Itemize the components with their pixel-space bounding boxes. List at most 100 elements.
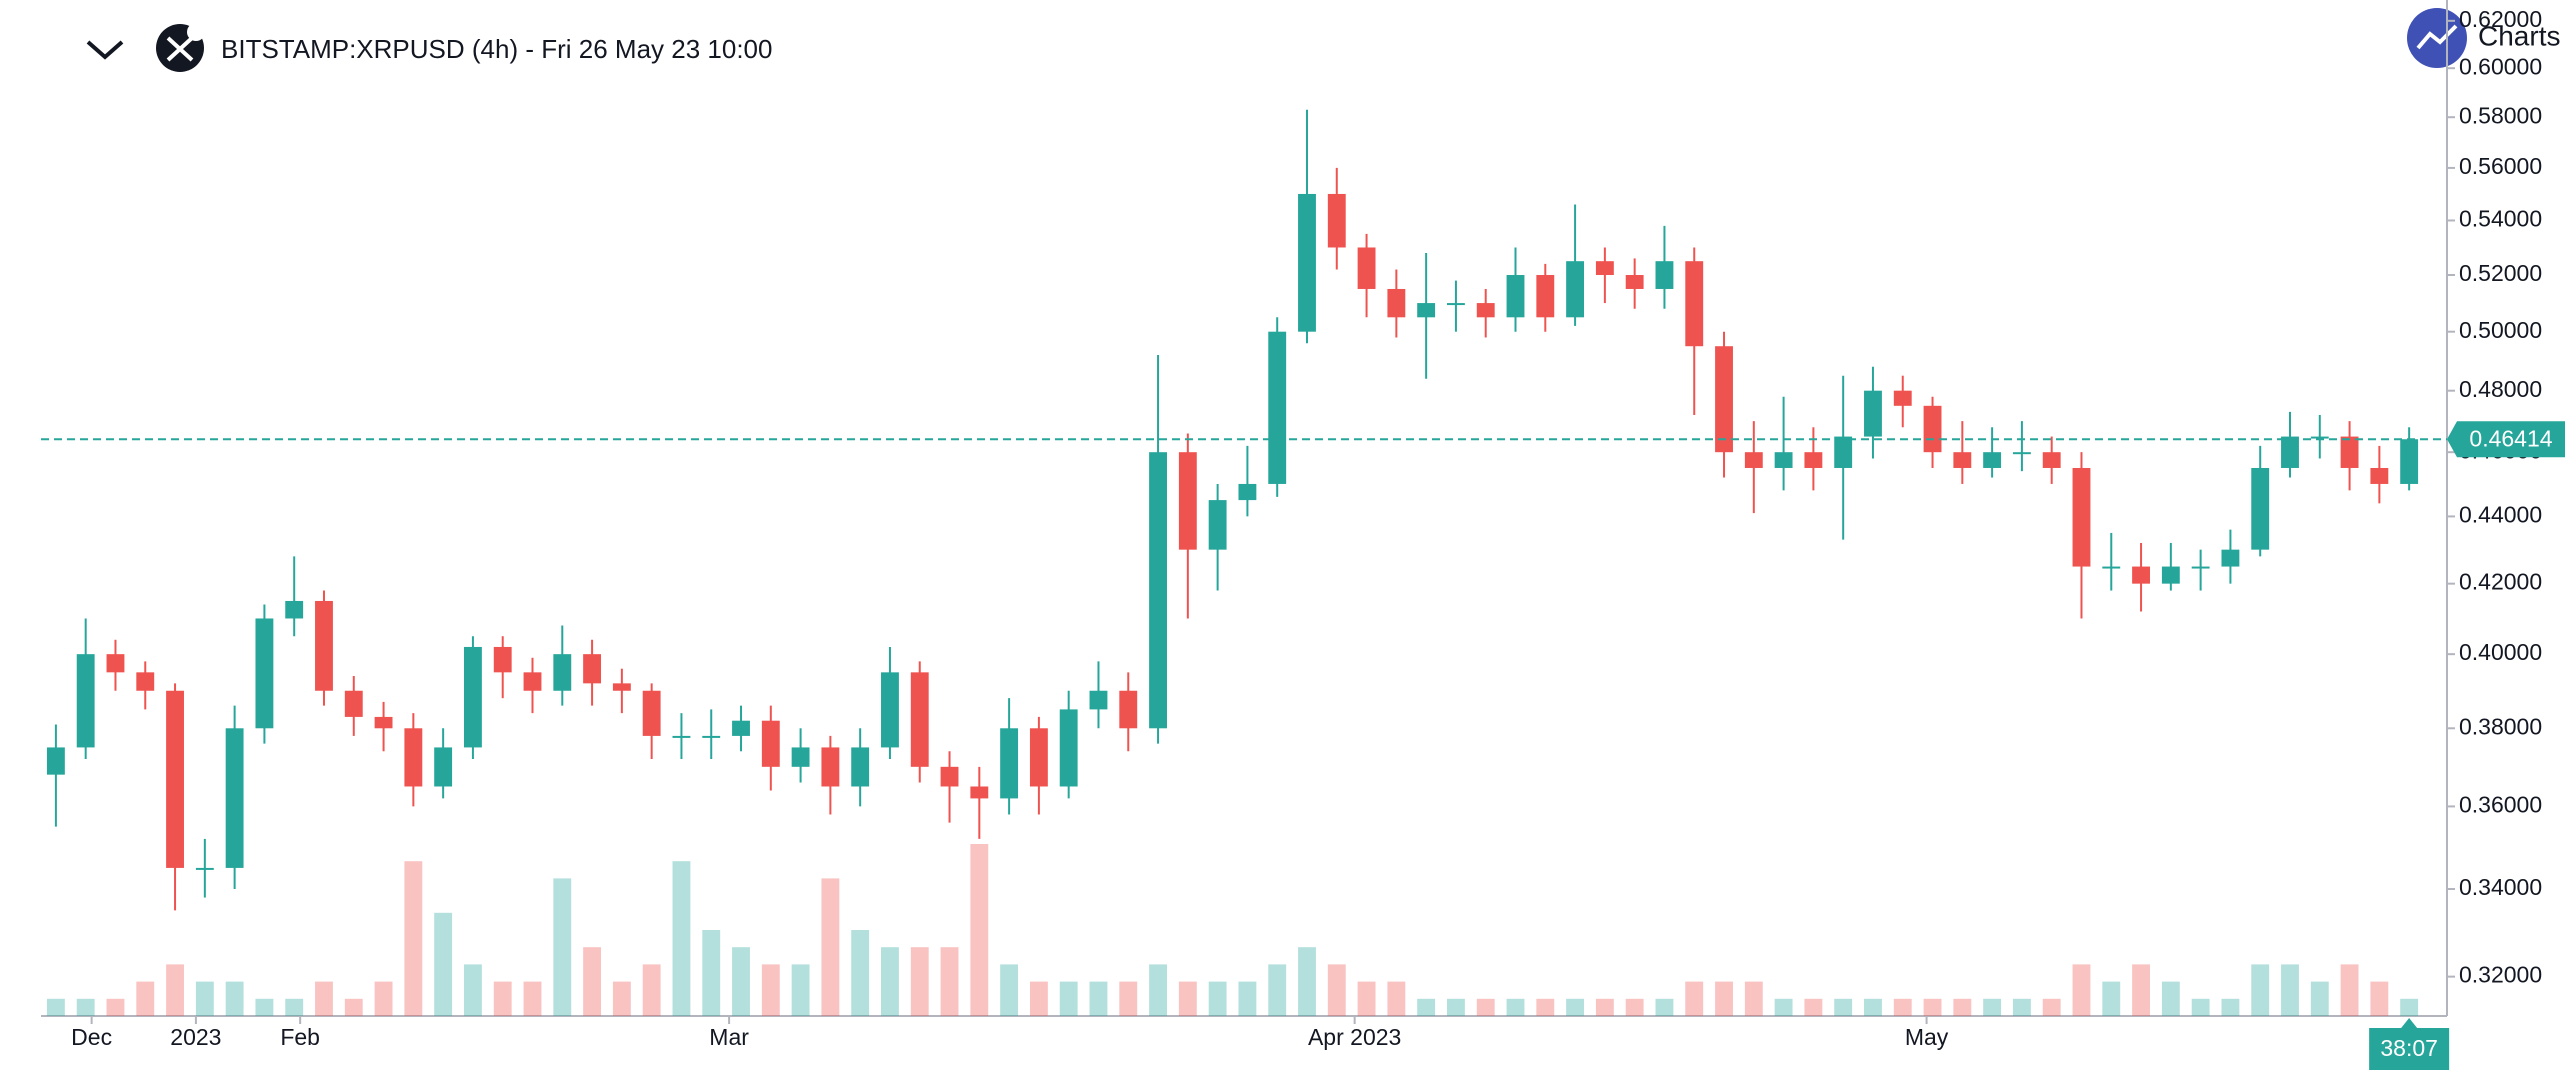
candle-body: [493, 646, 512, 673]
candle-body: [791, 747, 810, 767]
candle-body: [2340, 436, 2359, 468]
candle-body: [2400, 439, 2419, 484]
volume-bar: [1774, 998, 1793, 1016]
candle-body: [1476, 303, 1495, 318]
x-tick-label: Dec: [71, 1024, 112, 1050]
candle-body: [255, 618, 274, 729]
volume-bar: [1327, 964, 1346, 1016]
candle-body: [1923, 405, 1942, 453]
candle-body: [1506, 275, 1525, 318]
y-tick-label: 0.48000: [2459, 376, 2542, 402]
volume-bar: [2221, 998, 2240, 1016]
candle-body: [315, 600, 333, 691]
y-tick-label: 0.58000: [2459, 102, 2542, 128]
candle-body: [225, 728, 244, 868]
volume-bar: [1000, 964, 1019, 1016]
candle-body: [2251, 467, 2270, 550]
volume-bar: [315, 981, 333, 1016]
volume-bar: [881, 947, 899, 1016]
volume-bar: [285, 998, 304, 1016]
candle-body: [1238, 483, 1257, 501]
volume-bar: [1178, 981, 1197, 1016]
candle-body: [1327, 193, 1346, 248]
y-tick-label: 0.34000: [2459, 874, 2542, 900]
volume-bar: [434, 912, 453, 1016]
volume-bar: [1536, 998, 1555, 1016]
symbol-icon-glyph: [166, 36, 194, 62]
volume-bar: [1595, 998, 1614, 1016]
volume-bar: [2191, 998, 2210, 1016]
candle-body: [583, 654, 602, 684]
volume-bar: [1476, 998, 1495, 1016]
candle-body: [1536, 275, 1555, 318]
symbol-icon-badge: [187, 23, 205, 41]
volume-bar: [732, 947, 750, 1016]
volume-bar: [1149, 964, 1167, 1016]
candle-body: [672, 735, 691, 738]
volume-bar: [1298, 947, 1316, 1016]
volume-bar: [2281, 964, 2299, 1016]
candle-body: [2310, 436, 2329, 439]
volume-bar: [76, 998, 95, 1016]
volume-bar: [1953, 998, 1972, 1016]
volume-bar: [1834, 998, 1853, 1016]
candle-body: [404, 728, 423, 787]
volume-bar: [553, 878, 572, 1016]
candle-body: [821, 747, 840, 787]
volume-bar: [1685, 981, 1704, 1016]
volume-bar: [136, 981, 155, 1016]
volume-bar: [1119, 981, 1138, 1016]
candle-body: [1029, 728, 1048, 787]
volume-bar: [910, 947, 929, 1016]
volume-bar: [1625, 998, 1644, 1016]
y-tick-label: 0.42000: [2459, 569, 2542, 595]
volume-bar: [1446, 998, 1465, 1016]
volume-bar: [1923, 998, 1942, 1016]
candle-body: [1625, 275, 1644, 289]
plot-area: [46, 109, 2419, 1016]
volume-bar: [2012, 998, 2031, 1016]
volume-bar: [1238, 981, 1257, 1016]
candle-body: [1059, 709, 1078, 787]
y-tick-label: 0.62000: [2459, 6, 2542, 32]
candle-body: [2281, 436, 2299, 468]
candle-body: [106, 654, 125, 673]
y-tick-label: 0.40000: [2459, 639, 2542, 665]
volume-bar: [791, 964, 810, 1016]
candle-body: [1864, 390, 1882, 437]
volume-bar: [702, 930, 721, 1016]
volume-bar: [2400, 998, 2419, 1016]
volume-bar: [225, 981, 244, 1016]
collapse-chevron[interactable]: [86, 40, 124, 60]
volume-bar: [523, 981, 542, 1016]
brand-name[interactable]: Charts: [2478, 20, 2560, 51]
candle-body: [2042, 452, 2061, 468]
volume-bar: [166, 964, 184, 1016]
candle-body: [2191, 566, 2210, 569]
volume-bar: [2132, 964, 2150, 1016]
candle-body: [1387, 288, 1406, 318]
volume-bar: [1208, 981, 1227, 1016]
y-tick-label: 0.52000: [2459, 260, 2542, 286]
candle-body: [702, 735, 721, 738]
candle-body: [1000, 728, 1019, 799]
candle-body: [76, 654, 95, 748]
candle-body: [732, 720, 750, 736]
candle-body: [1208, 500, 1227, 550]
candle-body: [1595, 261, 1614, 276]
y-tick-label: 0.56000: [2459, 153, 2542, 179]
volume-bar: [1029, 981, 1048, 1016]
volume-bar: [1715, 981, 1733, 1016]
volume-bar: [493, 981, 512, 1016]
candle-body: [434, 747, 453, 787]
candle-body: [195, 867, 214, 870]
volume-bar: [1506, 998, 1525, 1016]
volume-bar: [2370, 981, 2389, 1016]
candle-body: [523, 672, 542, 691]
volume-bar: [1089, 981, 1108, 1016]
candle-body: [2161, 566, 2180, 584]
candle-body: [2072, 467, 2091, 567]
y-tick-label: 0.44000: [2459, 502, 2542, 528]
candle-body: [642, 690, 661, 736]
